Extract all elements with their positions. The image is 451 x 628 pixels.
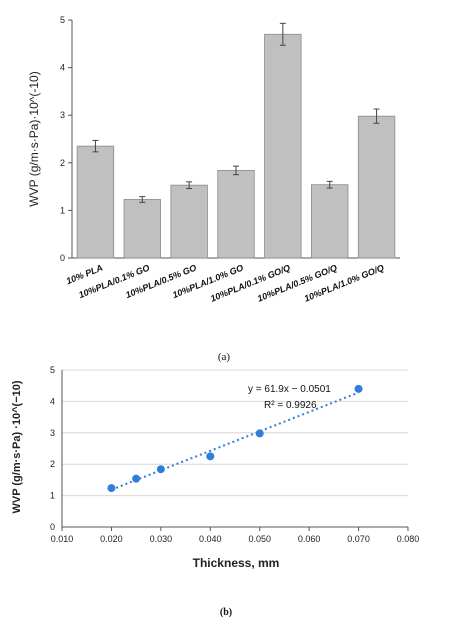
scatter-y-tick-label: 4 xyxy=(50,396,55,406)
scatter-trendline xyxy=(111,391,359,491)
scatter-y-tick-label: 3 xyxy=(50,428,55,438)
bar xyxy=(264,33,302,259)
bar xyxy=(123,199,161,259)
bar-category-label: 10%PLA/1.0% GO/Q xyxy=(303,263,386,304)
bar-category-label: 10%PLA/0.1% GO/Q xyxy=(209,263,292,304)
trendline-equation: y = 61.9x − 0.0501 xyxy=(248,384,331,395)
bar-y-tick-label: 5 xyxy=(60,15,65,25)
trendline-r-squared: R² = 0.9926 xyxy=(264,400,317,411)
scatter-point xyxy=(255,429,264,438)
scatter-y-tick-label: 1 xyxy=(50,491,55,501)
panel-a-caption: (a) xyxy=(218,351,231,363)
bar-category-label: 10%PLA/0.5% GO/Q xyxy=(256,263,339,304)
bar xyxy=(217,170,255,259)
scatter-y-axis-label: WVP (g/m·s·Pa) ·10^(−10) xyxy=(11,380,23,513)
scatter-x-tick-label: 0.040 xyxy=(199,534,222,544)
bar-y-tick-label: 2 xyxy=(60,158,65,168)
panel-b-caption: (b) xyxy=(220,607,232,618)
scatter-x-tick-label: 0.050 xyxy=(248,534,271,544)
scatter-point xyxy=(132,474,141,483)
bar xyxy=(170,184,208,259)
scatter-y-tick-label: 5 xyxy=(50,365,55,375)
scatter-y-tick-label: 2 xyxy=(50,459,55,469)
bar-y-tick-label: 4 xyxy=(60,63,65,73)
bar xyxy=(311,184,349,259)
scatter-x-tick-label: 0.080 xyxy=(397,534,420,544)
scatter-y-tick-label: 0 xyxy=(50,522,55,532)
bar-chart-y-axis-label: WVP (g/m·s·Pa)·10^(-10) xyxy=(27,71,41,206)
scatter-x-tick-label: 0.060 xyxy=(298,534,321,544)
bar-y-tick-label: 0 xyxy=(60,253,65,263)
scatter-x-tick-label: 0.020 xyxy=(100,534,123,544)
scatter-chart-panel: WVP (g/m·s·Pa) ·10^(−10) 0 1 2 3 4 5 0.010 0.0… xyxy=(11,365,419,618)
scatter-x-tick-label: 0.030 xyxy=(150,534,173,544)
scatter-point xyxy=(354,384,363,393)
scatter-point xyxy=(156,465,165,474)
scatter-x-tick-label: 0.070 xyxy=(347,534,370,544)
bar-y-tick-label: 1 xyxy=(60,205,65,215)
scatter-x-axis-label: Thickness, mm xyxy=(193,556,280,570)
bar xyxy=(76,145,115,259)
scatter-x-tick-label: 0.010 xyxy=(51,534,74,544)
scatter-point xyxy=(206,452,215,461)
scatter-point xyxy=(107,484,116,493)
bar-y-tick-label: 3 xyxy=(60,110,65,120)
bar xyxy=(357,115,396,259)
